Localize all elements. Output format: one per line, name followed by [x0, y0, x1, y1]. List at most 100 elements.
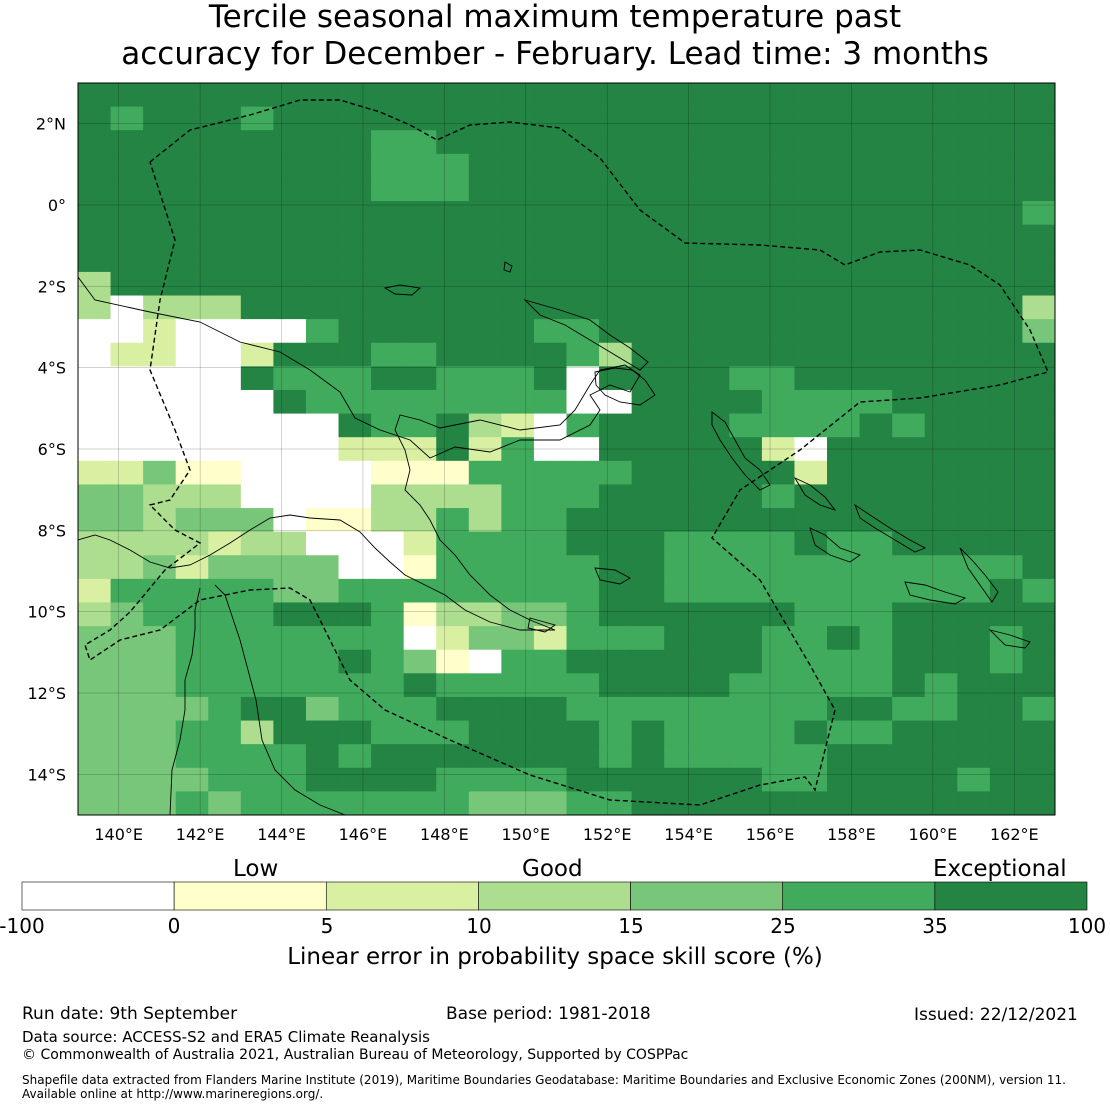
skill-cell	[631, 555, 665, 580]
skill-cell	[924, 744, 958, 769]
skill-cell	[305, 578, 340, 604]
shapefile-credit-2: Available online at http://www.marinereg…	[22, 1087, 324, 1101]
skill-cell	[696, 153, 730, 179]
skill-cell	[794, 130, 828, 155]
skill-cell	[78, 153, 112, 179]
skill-cell	[989, 271, 1024, 297]
skill-cell	[403, 130, 437, 155]
tier-good-label: Good	[522, 856, 583, 882]
skill-cell	[1022, 153, 1055, 179]
skill-cell	[533, 555, 568, 580]
skill-cell	[696, 319, 730, 344]
skill-cell	[892, 696, 926, 722]
skill-cell	[761, 484, 796, 509]
skill-cell	[78, 555, 112, 580]
skill-cell	[436, 130, 470, 155]
skill-cell	[696, 201, 730, 226]
skill-cell	[338, 130, 372, 155]
skill-cell	[761, 201, 796, 226]
skill-cell	[566, 389, 600, 415]
skill-cell	[1022, 130, 1055, 155]
skill-cell	[371, 130, 405, 155]
skill-cell	[957, 83, 991, 108]
skill-cell	[273, 271, 307, 297]
skill-cell	[859, 224, 893, 249]
skill-cell	[78, 224, 112, 249]
skill-cell	[468, 201, 502, 226]
skill-cell	[468, 224, 502, 249]
skill-cell	[273, 366, 307, 391]
skill-cell	[436, 484, 470, 509]
skill-cell	[78, 130, 112, 155]
skill-cell	[468, 626, 502, 651]
skill-cell	[143, 83, 177, 108]
skill-cell	[729, 649, 763, 674]
skill-cell	[468, 389, 502, 415]
skill-cell	[305, 626, 340, 651]
skill-cell	[143, 460, 177, 486]
skill-cell	[957, 389, 991, 415]
skill-cell	[403, 673, 437, 698]
skill-cell	[957, 413, 991, 438]
skill-cell	[338, 696, 372, 722]
skill-cell	[664, 389, 698, 415]
skill-cell	[533, 720, 568, 745]
skill-cell	[338, 437, 372, 462]
skill-cell	[305, 130, 340, 155]
skill-cell	[533, 342, 568, 367]
skill-cell	[175, 177, 209, 202]
skill-cell	[371, 744, 405, 769]
skill-cell	[827, 271, 861, 297]
skill-cell	[761, 720, 796, 745]
skill-cell	[729, 484, 763, 509]
skill-cell	[1022, 696, 1055, 722]
skill-cell	[110, 484, 144, 509]
skill-cell	[436, 649, 470, 674]
skill-cell	[436, 106, 470, 131]
skill-cell	[1022, 767, 1055, 792]
skill-cell	[240, 130, 274, 155]
skill-cell	[566, 83, 600, 108]
skill-cell	[599, 106, 633, 131]
skill-cell	[436, 602, 470, 627]
skill-cell	[338, 342, 372, 367]
skill-cell	[371, 83, 405, 108]
skill-cell	[696, 602, 730, 627]
skill-cell	[208, 366, 242, 391]
skill-cell	[827, 460, 861, 486]
skill-cell	[273, 578, 307, 604]
skill-cell	[794, 342, 828, 367]
skill-cell	[305, 366, 340, 391]
skill-cell	[924, 153, 958, 179]
skill-cell	[664, 602, 698, 627]
skill-cell	[827, 366, 861, 391]
skill-cell	[1022, 744, 1055, 769]
skill-cell	[794, 366, 828, 391]
skill-cell	[143, 319, 177, 344]
skill-cell	[175, 791, 209, 815]
skill-cell	[957, 224, 991, 249]
skill-cell	[403, 153, 437, 179]
skill-cell	[468, 342, 502, 367]
skill-cell	[208, 720, 242, 745]
skill-cell	[827, 224, 861, 249]
skill-cell	[468, 696, 502, 722]
skill-cell	[338, 578, 372, 604]
skill-cell	[761, 153, 796, 179]
skill-cell	[599, 201, 633, 226]
skill-cell	[403, 271, 437, 297]
skill-cell	[305, 201, 340, 226]
skill-cell	[273, 413, 307, 438]
skill-cell	[110, 153, 144, 179]
skill-cell	[1022, 295, 1055, 320]
skill-cell	[78, 484, 112, 509]
skill-cell	[827, 106, 861, 131]
skill-cell	[208, 744, 242, 769]
skill-cell	[468, 366, 502, 391]
skill-cell	[989, 460, 1024, 486]
skill-cell	[143, 153, 177, 179]
skill-cell	[794, 767, 828, 792]
skill-cell	[599, 484, 633, 509]
skill-cell	[533, 531, 568, 556]
skill-cell	[501, 531, 535, 556]
